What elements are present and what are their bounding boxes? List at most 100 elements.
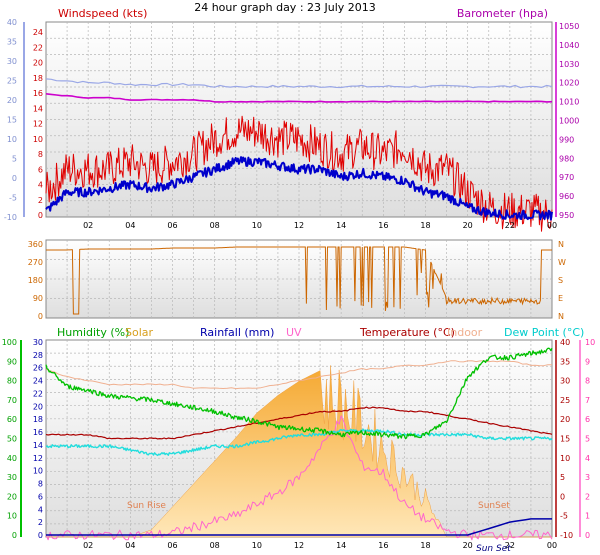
wind-tick-label: 14 [33,104,43,113]
rainfall-label: Rainfall (mm) [200,326,274,339]
wind-average-line [45,156,553,221]
x-tick-label: 06 [167,221,177,230]
climate-x-ticks: 02 04 06 08 10 12 14 16 18 20 22 00 [83,541,557,550]
wind-x-ticks: 02 04 06 08 10 12 14 16 18 20 22 00 [83,221,557,230]
compass-tick-label: E [558,294,563,303]
rain-tick-label: 24 [33,377,43,386]
uv-tick-label: 4 [585,454,590,463]
barometer-tick-label: 950 [559,211,574,220]
humidity-tick-label: 60 [7,415,17,424]
rain-tick-label: 16 [33,428,43,437]
direction-line [46,246,552,315]
rain-tick-label: 14 [33,441,43,450]
x-tick-label: 16 [378,221,388,230]
x-tick-label: 02 [83,541,93,550]
direction-tick-label: 360 [28,240,43,249]
wind-tick-label: 2 [38,196,43,205]
x-tick-label: 10 [252,541,262,550]
sunrise-label: Sun Rise [127,501,166,511]
wind-tick-label: 0 [38,211,43,220]
wind-tick-label: 6 [38,165,43,174]
barometer-tick-label: 1040 [559,41,579,50]
direction-tick-label: 90 [33,294,43,303]
rain-tick-label: 2 [38,518,43,527]
wind-tick-label: 10 [33,135,43,144]
uv-tick-label: 2 [585,492,590,501]
uv-tick-label: 8 [585,377,590,386]
direction-series [46,246,552,315]
blue-tick-label: 0 [12,174,17,183]
wind-tick-label: 20 [33,59,43,68]
x-tick-label: 10 [252,221,262,230]
rain-tick-label: 22 [33,389,43,398]
temperature-ticks: -10 -5 0 5 10 15 20 25 30 35 40 [560,338,573,540]
temperature-tick-label: 40 [560,338,570,347]
wind-tick-label: 22 [33,43,43,52]
rain-tick-label: 10 [33,467,43,476]
humidity-tick-label: 30 [7,473,17,482]
humidity-line [45,347,553,440]
humidity-tick-label: 70 [7,396,17,405]
x-tick-label: 02 [83,221,93,230]
temperature-tick-label: 20 [560,415,570,424]
uv-tick-label: 3 [585,473,590,482]
x-tick-label: 14 [336,541,346,550]
direction-tick-label: 0 [38,312,43,321]
humidity-tick-label: 80 [7,377,17,386]
temperature-tick-label: 25 [560,396,570,405]
temperature-tick-label: 0 [560,492,565,501]
x-tick-label: 22 [505,541,515,550]
uv-ticks: 0 1 2 3 4 5 6 7 8 9 10 [585,338,595,540]
humidity-tick-label: 10 [7,512,17,521]
temperature-tick-label: -5 [560,512,568,521]
barometer-tick-label: 990 [559,135,574,144]
barometer-tick-label: 1000 [559,117,579,126]
x-tick-label: 04 [125,221,135,230]
x-tick-label: 18 [420,541,430,550]
barometer-tick-label: 960 [559,192,574,201]
barometer-line [45,93,553,103]
x-tick-label: 14 [336,221,346,230]
compass-tick-label: W [558,258,566,267]
humidity-tick-label: 20 [7,492,17,501]
temperature-tick-label: 5 [560,473,565,482]
humidity-label: Humidity (%) [57,326,129,339]
wind-tick-label: 12 [33,120,43,129]
x-tick-label: 22 [505,221,515,230]
humidity-tick-label: 100 [2,338,17,347]
rain-tick-label: 0 [38,531,43,540]
wind-axis-title: Windspeed (kts) [58,7,147,20]
temperature-tick-label: 15 [560,435,570,444]
blue-tick-label: -5 [9,194,17,203]
humidity-tick-label: 50 [7,435,17,444]
compass-tick-label: N [558,312,564,321]
blue-tick-label: 10 [7,135,17,144]
barometer-tick-label: 1050 [559,22,579,31]
temperature-tick-label: -10 [560,531,573,540]
barometer-ticks: 950 960 970 980 990 1000 1010 1020 1030 1040 1050 [559,22,579,220]
humidity-ticks: 0 10 20 30 40 50 60 70 80 90 100 [2,338,17,540]
climate-series [45,347,553,541]
wind-tick-label: 4 [38,181,43,190]
direction-tick-label: 270 [28,258,43,267]
humidity-tick-label: 40 [7,454,17,463]
rain-tick-label: 6 [38,492,43,501]
humidity-tick-label: 90 [7,357,17,366]
x-tick-label: 06 [167,541,177,550]
sunset-label: SunSet [478,501,510,511]
uv-tick-label: 1 [585,512,590,521]
uv-tick-label: 7 [585,396,590,405]
barometer-axis-title: Barometer (hpa) [457,7,548,20]
indoor-line [45,360,552,390]
dew-label: Dew Point (°C) [504,326,584,339]
barometer-tick-label: 970 [559,173,574,182]
uv-tick-label: 9 [585,357,590,366]
x-tick-label: 18 [420,221,430,230]
compass-tick-label: S [558,276,563,285]
temperature-tick-label: 35 [560,357,570,366]
temperature-line [45,406,553,440]
x-tick-label: 20 [463,221,473,230]
x-tick-label: 12 [294,221,304,230]
